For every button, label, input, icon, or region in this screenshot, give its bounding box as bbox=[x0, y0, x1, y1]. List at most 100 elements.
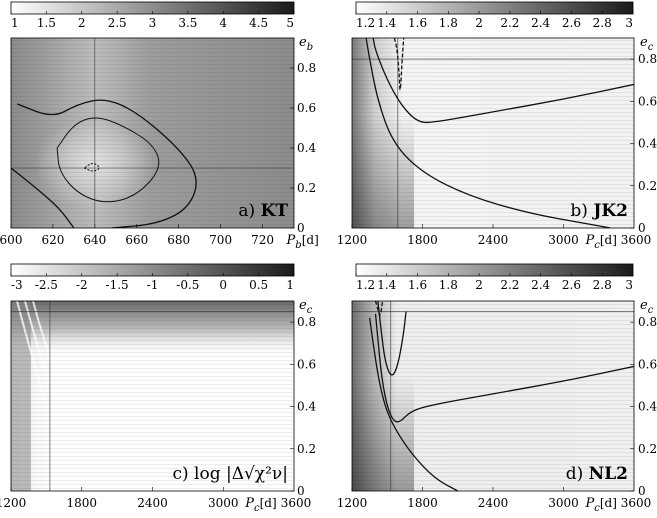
y-axis-label: ec bbox=[640, 35, 654, 53]
x-tick-label: 3600 bbox=[281, 496, 312, 510]
colorbar-tick-label: 2.8 bbox=[593, 16, 612, 30]
colorbar-tick-label: -2.5 bbox=[35, 278, 58, 292]
y-axis-label: ec bbox=[299, 298, 313, 316]
x-tick-label: 1200 bbox=[0, 496, 26, 510]
contour-middle bbox=[56, 117, 160, 203]
y-tick-label: 0.2 bbox=[297, 181, 316, 195]
y-tick-label: 0.6 bbox=[638, 94, 657, 108]
colorbar-tick-label: 2 bbox=[78, 16, 86, 30]
x-tick-label: 1200 bbox=[337, 233, 368, 247]
colorbar-tick-label: 4.5 bbox=[249, 16, 268, 30]
y-tick-label: 0.8 bbox=[297, 315, 316, 329]
x-axis-label: Pc[d] bbox=[585, 496, 617, 514]
colorbar-tick-label: 1.4 bbox=[377, 278, 396, 292]
colorbar-tick-label: 2.6 bbox=[562, 16, 581, 30]
panel-label: b) JK2 bbox=[570, 201, 628, 221]
y-tick-label: 0.6 bbox=[297, 357, 316, 371]
panel-4: 1.2 1.4 1.6 1.8 2 2.2 2.4 2.6 2.8 3 1200 1800 2400 30… bbox=[337, 263, 657, 514]
heatmap-stripes bbox=[352, 38, 634, 228]
colorbar-tick-label: 3.5 bbox=[178, 16, 197, 30]
colorbar-tick-label: -1.5 bbox=[106, 278, 129, 292]
x-tick-label: 640 bbox=[83, 233, 106, 247]
contour-dashed bbox=[374, 301, 384, 316]
y-tick-label: 0.4 bbox=[297, 400, 316, 414]
panel-label: d) NL2 bbox=[566, 464, 628, 484]
y-tick-label: 0.4 bbox=[297, 141, 316, 155]
y-tick-label: 0.6 bbox=[638, 357, 657, 371]
x-tick-label: 680 bbox=[167, 233, 190, 247]
colorbar-tick-label: 0.5 bbox=[249, 278, 268, 292]
x-tick-label: 620 bbox=[41, 233, 64, 247]
y-axis-label: ec bbox=[640, 298, 654, 316]
x-tick-label: 1200 bbox=[337, 496, 368, 510]
colorbar-tick-label: 2.8 bbox=[593, 278, 612, 292]
colorbar-tick-label: 2 bbox=[475, 278, 483, 292]
x-axis-label: Pc[d] bbox=[244, 496, 276, 514]
x-axis-label: Pb[d] bbox=[286, 233, 319, 251]
colorbar-tick-label: 1.8 bbox=[439, 278, 458, 292]
y-tick-label: 0 bbox=[297, 484, 305, 498]
heatmap-area bbox=[11, 38, 294, 228]
x-tick-label: 1800 bbox=[66, 496, 97, 510]
contour-lower bbox=[365, 38, 611, 228]
colorbar bbox=[355, 1, 634, 15]
heatmap-area bbox=[352, 301, 634, 491]
x-tick-label: 3000 bbox=[208, 496, 239, 510]
colorbar-tick-label: 4 bbox=[219, 16, 227, 30]
colorbar-tick-label: 1 bbox=[286, 278, 294, 292]
y-tick-label: 0.4 bbox=[638, 400, 657, 414]
contour-dashed bbox=[393, 38, 405, 91]
y-tick-label: 0 bbox=[297, 221, 305, 235]
colorbar-tick-label: 1.4 bbox=[377, 16, 396, 30]
y-tick-label: 0.8 bbox=[638, 315, 657, 329]
contour-upper bbox=[374, 313, 634, 423]
heatmap-area bbox=[352, 38, 634, 228]
x-tick-label: 2400 bbox=[137, 496, 168, 510]
panel-3: -3 -2.5 -2 -1.5 -1 -0.5 0 0.5 1 1200 1800 2400 3000 P… bbox=[0, 263, 316, 514]
contour-lower bbox=[368, 317, 459, 491]
panel-1: 1 1.5 2 2.5 3 3.5 4 4.5 5 600 620 640 660 680 700 720 Pb… bbox=[0, 1, 319, 251]
contour-outer bbox=[17, 99, 197, 228]
y-tick-label: 0.8 bbox=[297, 61, 316, 75]
colorbar-tick-label: -2 bbox=[76, 278, 88, 292]
x-tick-label: 3000 bbox=[548, 233, 579, 247]
y-tick-label: 0.4 bbox=[638, 137, 657, 151]
contour-outer-left bbox=[11, 167, 75, 228]
x-tick-label: 1800 bbox=[407, 496, 438, 510]
colorbar-tick-label: 1.6 bbox=[408, 16, 427, 30]
contour-mid bbox=[377, 301, 407, 376]
y-tick-label: 0.2 bbox=[638, 442, 657, 456]
colorbar-tick-label: 1.5 bbox=[37, 16, 56, 30]
colorbar-tick-label: 3 bbox=[149, 16, 157, 30]
y-tick-label: 0.6 bbox=[297, 101, 316, 115]
heatmap-stripes bbox=[11, 301, 294, 491]
y-tick-label: 0.2 bbox=[297, 442, 316, 456]
colorbar-tick-label: 3 bbox=[625, 16, 633, 30]
colorbar-tick-label: 1 bbox=[11, 16, 19, 30]
x-tick-label: 700 bbox=[209, 233, 232, 247]
colorbar-tick-label: -3 bbox=[11, 278, 23, 292]
x-tick-label: 2400 bbox=[478, 233, 509, 247]
colorbar bbox=[355, 263, 634, 277]
colorbar-tick-label: 5 bbox=[286, 16, 294, 30]
contour-upper bbox=[372, 38, 634, 124]
heatmap-stripes bbox=[11, 38, 294, 228]
plot-frame bbox=[10, 37, 295, 229]
colorbar-tick-label: 1.2 bbox=[356, 16, 375, 30]
heatmap-stripes bbox=[352, 301, 634, 491]
colorbar-tick-label: 1.6 bbox=[408, 278, 427, 292]
y-tick-label: 0.2 bbox=[638, 179, 657, 193]
panel-2: 1.2 1.4 1.6 1.8 2 2.2 2.4 2.6 2.8 3 1200 1800 2400 30… bbox=[337, 1, 657, 251]
x-tick-label: 3000 bbox=[548, 496, 579, 510]
x-tick-label: 600 bbox=[0, 233, 22, 247]
heatmap-area bbox=[11, 301, 294, 491]
colorbar-tick-label: 2.2 bbox=[500, 16, 519, 30]
y-tick-label: 0 bbox=[638, 221, 646, 235]
x-tick-label: 3600 bbox=[621, 233, 652, 247]
colorbar-tick-label: 2.6 bbox=[562, 278, 581, 292]
colorbar-tick-label: 1.2 bbox=[356, 278, 375, 292]
x-tick-label: 660 bbox=[125, 233, 148, 247]
x-tick-label: 1800 bbox=[407, 233, 438, 247]
x-tick-label: 3600 bbox=[621, 496, 652, 510]
colorbar-tick-label: 2.4 bbox=[531, 16, 550, 30]
